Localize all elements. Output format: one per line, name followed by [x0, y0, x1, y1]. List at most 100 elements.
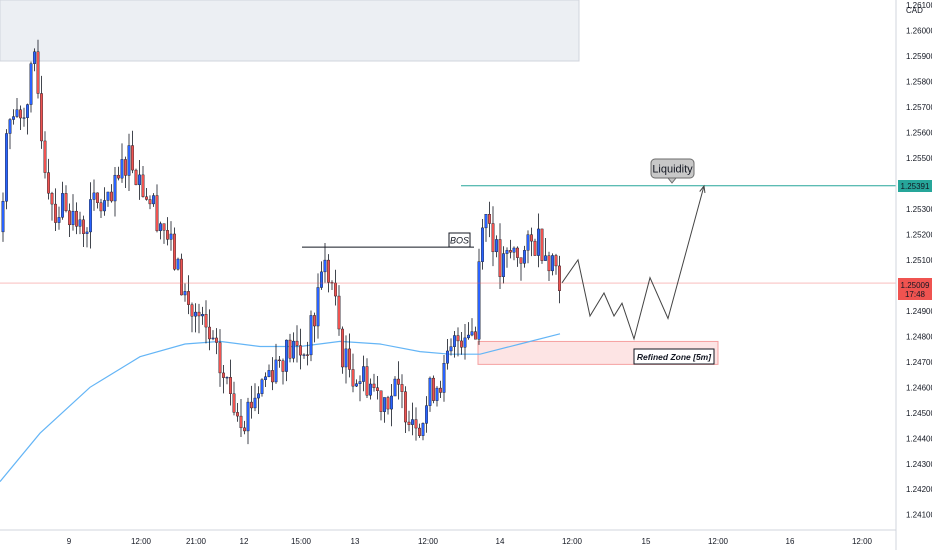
bull-candle-body: [369, 383, 372, 396]
bear-candle-body: [313, 315, 316, 327]
time-tick-label: 14: [496, 537, 505, 546]
bull-candle-body: [152, 195, 155, 205]
candle: [267, 364, 271, 378]
candle: [183, 283, 187, 302]
time-tick-label: 15:00: [291, 537, 312, 546]
candle: [239, 398, 243, 437]
candle: [26, 103, 29, 135]
price-tick-label: 1.24100: [906, 511, 932, 520]
bull-candle-body: [201, 314, 204, 317]
bull-candle-body: [183, 291, 187, 296]
candle: [152, 193, 155, 207]
liquidity-callout[interactable]: Liquidity: [650, 158, 695, 184]
bear-candle-body: [558, 265, 561, 291]
bear-candle-body: [19, 109, 22, 119]
bear-candle-body: [166, 230, 169, 240]
bear-candle-body: [155, 195, 159, 232]
candle: [120, 143, 124, 183]
candle: [365, 358, 369, 398]
candle: [551, 253, 554, 276]
bear-candle-body: [134, 169, 138, 186]
candle: [187, 275, 190, 315]
liquidity-price-badge: 1.25391: [898, 180, 932, 192]
bear-candle-body: [281, 360, 285, 372]
candle: [64, 185, 68, 213]
candle: [379, 390, 383, 421]
bear-candle-body: [110, 191, 113, 202]
bull-candle-body: [176, 258, 180, 270]
bull-candle-body: [211, 337, 215, 340]
price-tick-label: 1.24800: [906, 332, 932, 341]
candle: [222, 365, 225, 394]
candle: [218, 329, 222, 387]
candle: [474, 326, 477, 340]
candle: [99, 198, 103, 218]
overlay-box: [0, 0, 580, 62]
candle: [369, 378, 372, 400]
bull-candle-body: [477, 261, 481, 340]
bull-candle-body: [57, 217, 61, 223]
candle: [383, 397, 386, 423]
price-tick-label: 1.24400: [906, 434, 932, 443]
projected-path-line[interactable]: [561, 185, 705, 341]
time-tick-label: 12:00: [418, 537, 439, 546]
candle: [278, 355, 281, 368]
bear-candle-body: [491, 223, 495, 253]
bear-candle-body: [351, 369, 355, 387]
bull-candle-body: [71, 210, 75, 226]
candle: [29, 61, 33, 113]
candle: [337, 285, 341, 336]
bear-candle-body: [47, 172, 50, 194]
bear-candle-body: [180, 258, 183, 296]
price-tick-label: 1.24300: [906, 460, 932, 469]
candle: [372, 373, 376, 392]
bull-candle-body: [257, 393, 260, 399]
candle: [15, 97, 19, 118]
candle: [390, 384, 393, 427]
bull-candle-body: [5, 133, 8, 202]
price-axis[interactable]: CAD 1.241001.242001.243001.244001.245001…: [895, 0, 932, 550]
bear-candle-body: [414, 419, 418, 429]
bos-callout[interactable]: BOS: [448, 232, 471, 248]
levels-layer: [0, 185, 896, 284]
candle: [456, 327, 460, 357]
bear-candle-body: [75, 210, 78, 227]
bull-candle-body: [302, 354, 306, 356]
bear-candle-body: [271, 370, 274, 383]
candle: [257, 386, 260, 414]
bull-candle-body: [8, 119, 12, 134]
candle: [201, 306, 204, 325]
bear-candle-body: [173, 233, 176, 270]
candle: [323, 242, 327, 283]
candle: [138, 160, 141, 200]
bear-candle-body: [306, 354, 309, 356]
candle: [526, 230, 530, 264]
bear-candle-body: [407, 421, 411, 425]
last-price-badge: 1.25009 17:48: [898, 278, 932, 300]
candle: [376, 376, 379, 400]
bull-candle-body: [33, 51, 36, 64]
bull-candle-body: [253, 397, 257, 409]
bull-candle-body: [495, 239, 498, 253]
bull-candle-body: [470, 331, 474, 336]
candle: [134, 168, 138, 186]
liquidity-badge-value: 1.25391: [901, 182, 930, 191]
bear-candle-body: [376, 387, 379, 391]
bull-candle-body: [512, 247, 516, 253]
bull-candle-body: [103, 200, 106, 212]
candle: [488, 201, 491, 238]
refined-zone-callout[interactable]: Refined Zone [5m]: [633, 348, 715, 365]
bear-candle-body: [96, 192, 99, 203]
candle: [113, 167, 117, 217]
candle: [537, 213, 540, 268]
candle: [124, 156, 127, 189]
time-axis[interactable]: 9 12:00 21:00 12 15:00 13 12:00 14 12:00 15 12:00 1…: [0, 529, 896, 546]
currency-label: CAD: [906, 6, 923, 15]
candle: [446, 338, 449, 370]
candle: [85, 227, 89, 248]
last-price-value: 1.25009: [901, 281, 930, 290]
bear-candle-body: [295, 340, 299, 346]
bull-candle-body: [285, 339, 288, 372]
candle: [495, 235, 498, 258]
